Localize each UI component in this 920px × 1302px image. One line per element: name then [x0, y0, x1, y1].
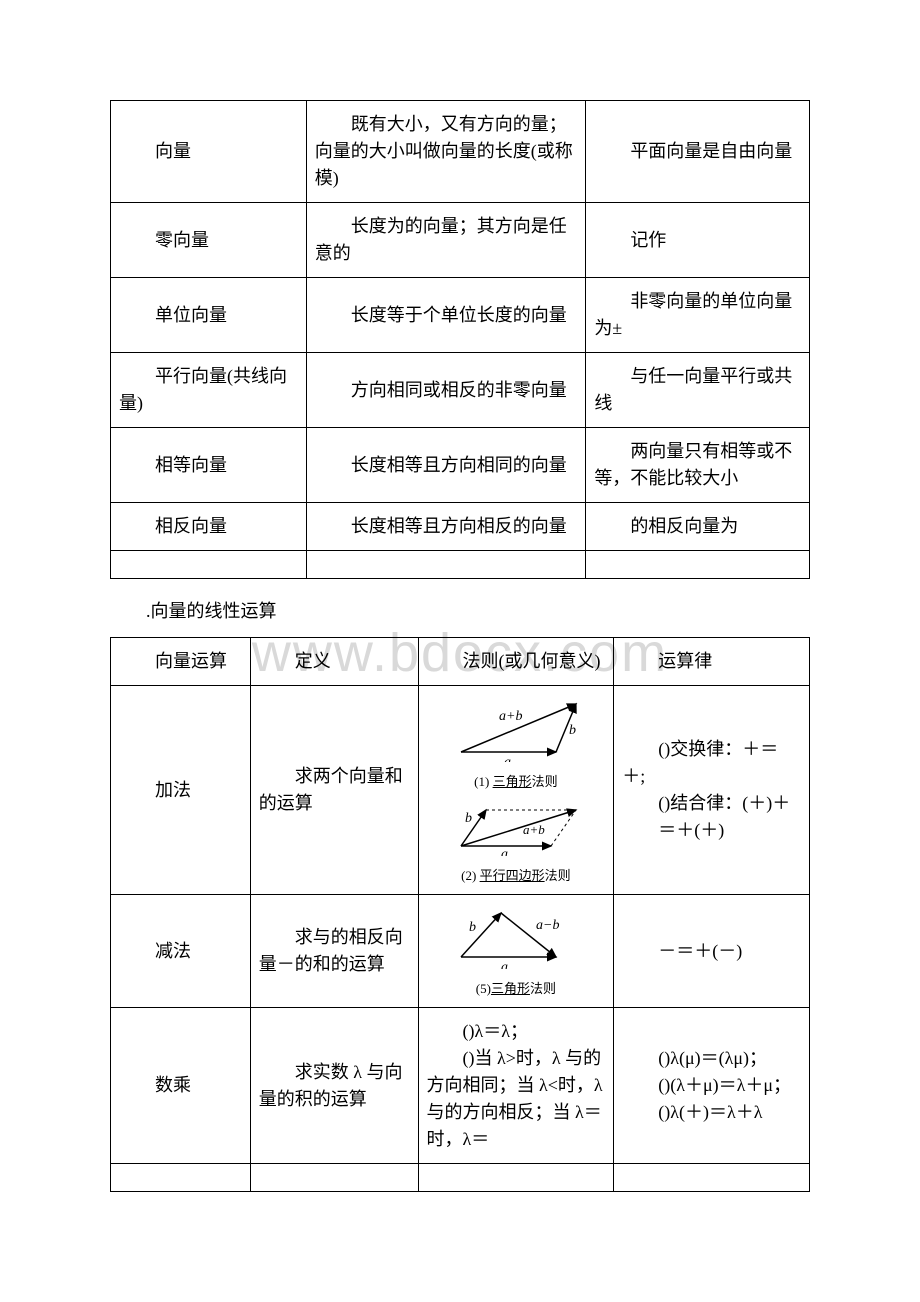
table-row: 减法 求与的相反向量－的和的运算: [111, 895, 810, 1008]
cell-text: 求两个向量和的运算: [259, 763, 410, 817]
cell-text: ()λ(＋)＝λ＋λ: [622, 1099, 801, 1126]
cell-text: 相等向量: [119, 452, 298, 479]
table-row: 向量 既有大小，又有方向的量；向量的大小叫做向量的长度(或称模) 平面向量是自由…: [111, 101, 810, 203]
triangle-rule-diagram: a b a+b (1) 三角形法则: [441, 692, 591, 792]
diagram-caption: (2) 平行四边形法则: [441, 866, 591, 886]
table-row: 单位向量 长度等于个单位长度的向量 非零向量的单位向量为±: [111, 278, 810, 353]
parallelogram-rule-diagram: a b a+b (2) 平行四边形法则: [441, 798, 591, 886]
diagram-label: b: [469, 920, 476, 935]
col-header: 定义: [259, 648, 410, 675]
cell-text: －＝＋(－): [622, 938, 801, 965]
cell-text: ()交换律：＋＝＋;: [622, 736, 801, 790]
subtraction-diagram: a b a−b (5)三角形法则: [441, 901, 591, 999]
table-row-empty: [111, 551, 810, 579]
diagram-caption: (1) 三角形法则: [441, 772, 591, 792]
cell-text: 长度为的向量；其方向是任意的: [315, 213, 578, 267]
cell-text: 减法: [119, 938, 242, 965]
vector-concepts-table: 向量 既有大小，又有方向的量；向量的大小叫做向量的长度(或称模) 平面向量是自由…: [110, 100, 810, 579]
cell-text: 非零向量的单位向量为±: [594, 288, 801, 342]
table-header-row: 向量运算 定义 法则(或几何意义) 运算律: [111, 638, 810, 686]
table-row: 相反向量 长度相等且方向相反的向量 的相反向量为: [111, 503, 810, 551]
cell-text: ()λ＝λ；: [427, 1018, 606, 1045]
cell-text: 与任一向量平行或共线: [594, 363, 801, 417]
cell-text: 两向量只有相等或不等，不能比较大小: [594, 438, 801, 492]
diagram-label: a: [501, 847, 508, 856]
table-row: 数乘 求实数 λ 与向量的积的运算 ()λ＝λ； ()当 λ>时，λ 与的方向相…: [111, 1008, 810, 1164]
cell-text: 长度等于个单位长度的向量: [315, 302, 578, 329]
table-row: 相等向量 长度相等且方向相同的向量 两向量只有相等或不等，不能比较大小: [111, 428, 810, 503]
diagram-caption: (5)三角形法则: [441, 979, 591, 999]
cell-text: 平面向量是自由向量: [594, 138, 801, 165]
cell-text: ()λ(μ)＝(λμ)；: [622, 1045, 801, 1072]
cell-text: 的相反向量为: [594, 513, 801, 540]
cell-text: 长度相等且方向相反的向量: [315, 513, 578, 540]
section-heading: .向量的线性运算: [110, 597, 810, 623]
cell-text: 求与的相反向量－的和的运算: [259, 924, 410, 978]
col-header: 向量运算: [119, 648, 242, 675]
diagram-label: a: [501, 960, 508, 969]
col-header: 法则(或几何意义): [427, 648, 606, 675]
cell-text: 相反向量: [119, 513, 298, 540]
cell-text: 加法: [119, 777, 242, 804]
diagram-label: a−b: [536, 918, 559, 933]
cell-text: 单位向量: [119, 302, 298, 329]
cell-text: 数乘: [119, 1072, 242, 1099]
table-row: 加法 求两个向量和的运算 a: [111, 686, 810, 895]
diagram-label: a: [504, 755, 511, 762]
cell-text: 记作: [594, 227, 801, 254]
cell-text: ()当 λ>时，λ 与的方向相同；当 λ<时，λ 与的方向相反；当 λ＝时，λ＝: [427, 1045, 606, 1153]
col-header: 运算律: [622, 648, 801, 675]
table-row: 平行向量(共线向量) 方向相同或相反的非零向量 与任一向量平行或共线: [111, 353, 810, 428]
diagram-label: b: [569, 723, 576, 738]
cell-text: ()结合律：(＋)＋: [622, 790, 801, 817]
table-row: 零向量 长度为的向量；其方向是任意的 记作: [111, 203, 810, 278]
cell-text: ()(λ＋μ)＝λ＋μ；: [622, 1072, 801, 1099]
cell-text: 求实数 λ 与向量的积的运算: [259, 1059, 410, 1113]
cell-text: 既有大小，又有方向的量；向量的大小叫做向量的长度(或称模): [315, 111, 578, 192]
cell-text: 零向量: [119, 227, 298, 254]
vector-operations-table: 向量运算 定义 法则(或几何意义) 运算律 加法 求两个向量和的运算: [110, 637, 810, 1192]
cell-text: 长度相等且方向相同的向量: [315, 452, 578, 479]
cell-text: ＝＋(＋): [622, 817, 801, 844]
diagram-label: b: [465, 811, 472, 826]
cell-text: 向量: [119, 138, 298, 165]
diagram-label: a+b: [499, 709, 522, 724]
cell-text: 平行向量(共线向量): [119, 363, 298, 417]
table-row-empty: [111, 1164, 810, 1192]
cell-text: 方向相同或相反的非零向量: [315, 377, 578, 404]
diagram-label: a+b: [523, 822, 545, 837]
